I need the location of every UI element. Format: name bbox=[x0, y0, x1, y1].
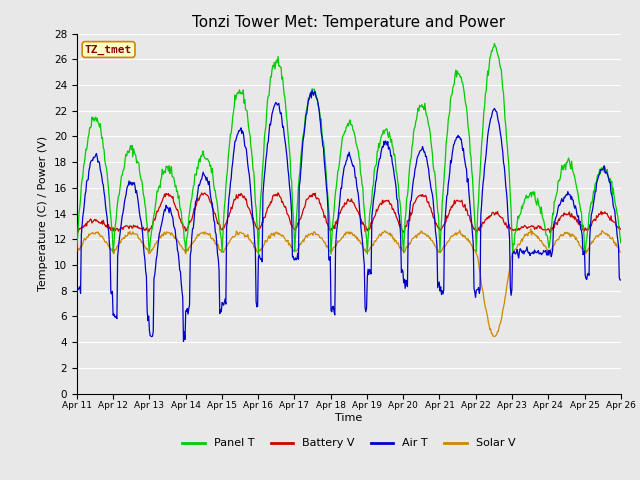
X-axis label: Time: Time bbox=[335, 413, 362, 423]
Legend: Panel T, Battery V, Air T, Solar V: Panel T, Battery V, Air T, Solar V bbox=[178, 434, 520, 453]
Title: Tonzi Tower Met: Temperature and Power: Tonzi Tower Met: Temperature and Power bbox=[192, 15, 506, 30]
Text: TZ_tmet: TZ_tmet bbox=[85, 44, 132, 55]
Y-axis label: Temperature (C) / Power (V): Temperature (C) / Power (V) bbox=[38, 136, 48, 291]
